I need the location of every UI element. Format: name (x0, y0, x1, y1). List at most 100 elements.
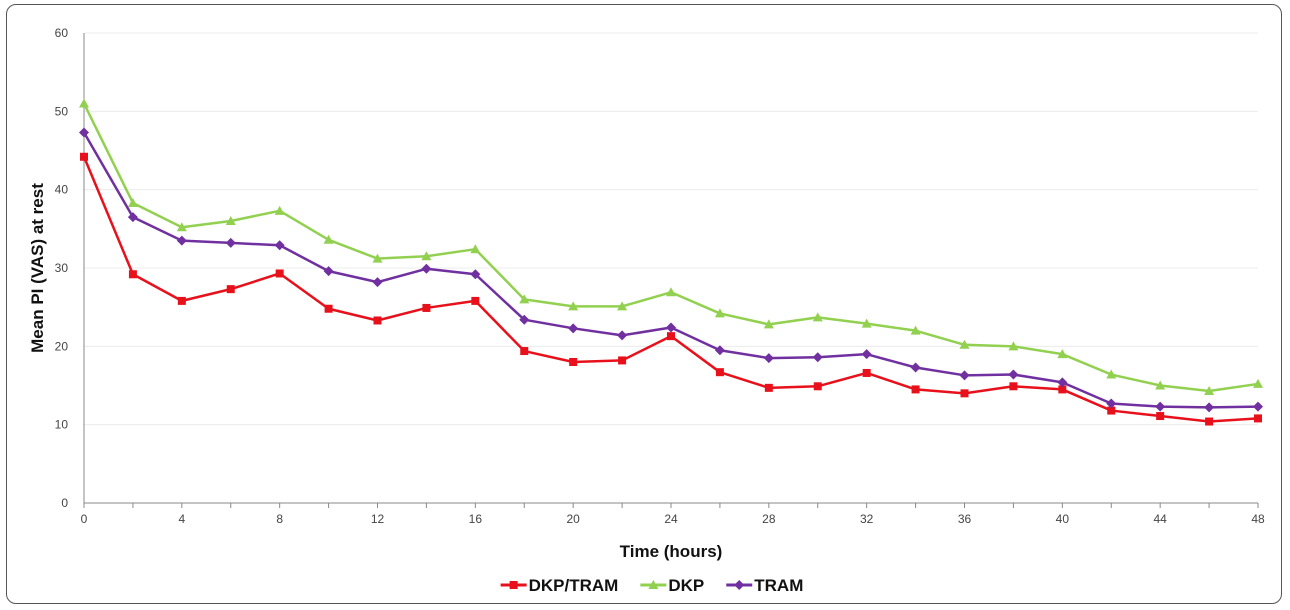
data-point (568, 323, 579, 334)
series-dkp (79, 98, 1263, 395)
data-point (177, 296, 186, 305)
data-point (618, 356, 627, 365)
data-point (1009, 382, 1018, 391)
legend: DKP/TRAM DKP TRAM (500, 576, 803, 595)
data-point (763, 319, 774, 329)
data-point (1253, 401, 1263, 412)
legend-item: DKP (640, 576, 704, 595)
data-point (520, 347, 529, 356)
data-point (79, 127, 89, 138)
data-point (666, 287, 676, 297)
x-tick-label: 36 (958, 512, 972, 526)
data-point (569, 358, 578, 366)
gridlines (84, 32, 1258, 426)
data-point (666, 322, 676, 333)
data-point (910, 362, 921, 373)
data-point (1254, 414, 1262, 423)
data-point (519, 314, 530, 325)
y-tick-label: 10 (55, 418, 69, 432)
x-tick-label: 0 (81, 512, 88, 526)
data-point (715, 368, 724, 377)
data-point (861, 318, 872, 328)
data-point (225, 216, 236, 225)
data-point (764, 383, 773, 392)
x-tick-label: 28 (762, 512, 776, 526)
data-point (323, 266, 334, 277)
data-point (470, 244, 481, 254)
x-tick-label: 4 (178, 512, 185, 526)
legend-item: TRAM (726, 576, 803, 595)
data-point (1205, 417, 1214, 426)
y-tick-label: 50 (55, 104, 69, 118)
data-point (1253, 378, 1263, 388)
data-point (274, 240, 285, 251)
data-point (1008, 341, 1019, 351)
series-line (82, 131, 1259, 409)
data-point (862, 368, 871, 377)
data-point (421, 263, 432, 274)
series-line (82, 102, 1259, 393)
series-tram (79, 127, 1263, 413)
data-point (910, 325, 921, 335)
data-point (1155, 401, 1166, 412)
data-point (128, 270, 137, 279)
legend-swatch-marker (734, 580, 745, 590)
data-point (568, 301, 579, 311)
data-point (1106, 369, 1117, 379)
y-tick-label: 20 (55, 339, 69, 353)
y-tick-label: 60 (55, 26, 69, 40)
data-point (127, 197, 138, 207)
data-point (1107, 406, 1116, 415)
y-axis-title: Mean PI (VAS) at rest (28, 183, 47, 353)
data-point (373, 316, 382, 325)
data-point (470, 269, 481, 280)
data-point (519, 294, 530, 304)
legend-swatch-marker (509, 581, 518, 589)
data-point (226, 285, 235, 294)
data-point (1156, 412, 1165, 421)
data-point (1008, 369, 1019, 380)
data-point (763, 353, 774, 364)
series-dkp-tram (80, 152, 1262, 426)
data-point (324, 304, 333, 313)
data-point (1106, 398, 1117, 409)
data-point (471, 296, 480, 305)
data-point (225, 237, 236, 248)
x-tick-label: 48 (1251, 512, 1265, 526)
x-axis-title: Time (hours) (620, 542, 723, 561)
x-tick-labels: 0 4 8 12 16 20 24 28 32 36 40 44 48 (81, 512, 1265, 526)
data-point (714, 308, 725, 318)
data-point (274, 205, 285, 215)
data-point (960, 389, 969, 398)
data-point (959, 339, 970, 349)
y-tick-label: 0 (61, 496, 68, 510)
legend-swatch-marker (648, 580, 659, 589)
axes (83, 33, 1259, 508)
data-point (1204, 402, 1215, 413)
x-tick-label: 12 (371, 512, 385, 526)
data-point (275, 269, 284, 278)
data-point (176, 235, 187, 246)
data-point (176, 222, 187, 232)
data-point (667, 332, 675, 341)
legend-item: DKP/TRAM (500, 576, 619, 595)
legend-label: TRAM (754, 576, 803, 595)
legend-label: DKP/TRAM (529, 576, 619, 595)
y-tick-labels: 0 10 20 30 40 50 60 (55, 26, 69, 510)
data-point (812, 352, 823, 363)
data-point (617, 301, 628, 311)
data-point (1057, 377, 1068, 388)
chart-frame (6, 4, 1282, 604)
data-point (372, 253, 383, 263)
x-tick-label: 16 (469, 512, 483, 526)
legend-label: DKP (668, 576, 704, 595)
x-tick-label: 44 (1153, 512, 1167, 526)
data-point (617, 330, 628, 341)
data-point (1204, 385, 1215, 395)
data-point (421, 251, 432, 261)
data-point (323, 234, 334, 244)
data-point (714, 345, 725, 356)
data-point (812, 312, 823, 322)
data-point (127, 212, 138, 223)
data-point (422, 303, 431, 312)
